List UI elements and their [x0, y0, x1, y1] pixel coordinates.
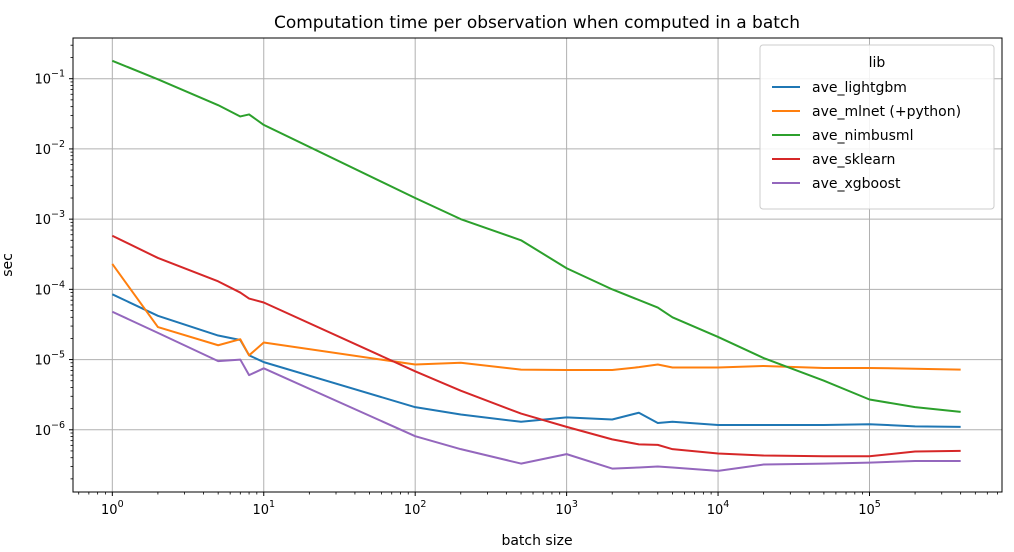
x-axis-label: batch size	[501, 533, 572, 549]
legend-items: ave_lightgbm ave_mlnet (+python) ave_nimbu…	[772, 80, 961, 192]
y-tick-exponent: −3	[51, 209, 65, 220]
plot-frame	[72, 37, 1003, 493]
y-tick-label: 10−2	[34, 139, 65, 158]
x-tick-exponent: 5	[875, 499, 881, 510]
y-tick-label: 10−4	[34, 279, 65, 298]
y-tick-base: 10	[34, 73, 51, 88]
y-tick-base: 10	[34, 143, 51, 158]
y-tick-base: 10	[34, 354, 51, 369]
x-tick-base: 10	[101, 503, 118, 518]
x-tick-exponent: 3	[572, 499, 578, 510]
y-tick-base: 10	[34, 283, 51, 298]
x-tick-label: 103	[555, 499, 578, 518]
y-tick-exponent: −1	[51, 69, 65, 80]
series-line-ave-mlnet-python	[111, 263, 961, 372]
series-line-ave-xgboost	[111, 310, 961, 472]
y-tick-label: 10−6	[34, 420, 65, 439]
y-tick-base: 10	[34, 213, 51, 228]
y-tick-label: 10−3	[34, 209, 65, 228]
series-lines	[111, 59, 961, 472]
legend-label: ave_sklearn	[812, 152, 895, 168]
x-tick-base: 10	[858, 503, 875, 518]
series-line-ave-sklearn	[111, 234, 961, 458]
y-tick-label: 10−1	[34, 69, 65, 88]
axis-ticks: 100 101 102 103 104 10510−610−510−410−310−210…	[34, 44, 998, 518]
legend-label: ave_xgboost	[812, 176, 901, 192]
x-tick-exponent: 1	[269, 499, 275, 510]
y-tick-exponent: −2	[51, 139, 65, 150]
y-axis-label: sec	[0, 253, 16, 277]
legend-label: ave_lightgbm	[812, 80, 907, 96]
x-tick-base: 10	[404, 503, 421, 518]
legend-label: ave_mlnet (+python)	[812, 104, 961, 120]
x-tick-exponent: 4	[723, 499, 729, 510]
legend-label: ave_nimbusml	[812, 128, 913, 144]
x-tick-label: 104	[707, 499, 730, 518]
x-tick-base: 10	[555, 503, 572, 518]
legend: lib ave_lightgbm ave_mlnet (+python) ave_n…	[759, 44, 995, 210]
x-tick-label: 105	[858, 499, 881, 518]
legend-box	[759, 44, 995, 210]
x-tick-base: 10	[707, 503, 724, 518]
chart-title: Computation time per observation when co…	[274, 13, 800, 33]
y-tick-exponent: −6	[51, 420, 65, 431]
x-tick-label: 101	[252, 499, 275, 518]
legend-title: lib	[869, 55, 886, 71]
x-tick-label: 102	[404, 499, 427, 518]
series-line-ave-nimbusml	[111, 59, 961, 413]
x-tick-base: 10	[252, 503, 269, 518]
y-tick-base: 10	[34, 424, 51, 439]
x-tick-exponent: 0	[118, 499, 124, 510]
x-tick-exponent: 2	[420, 499, 426, 510]
y-tick-exponent: −5	[51, 350, 65, 361]
x-tick-label: 100	[101, 499, 124, 518]
y-tick-label: 10−5	[34, 350, 65, 369]
y-tick-exponent: −4	[51, 279, 65, 290]
